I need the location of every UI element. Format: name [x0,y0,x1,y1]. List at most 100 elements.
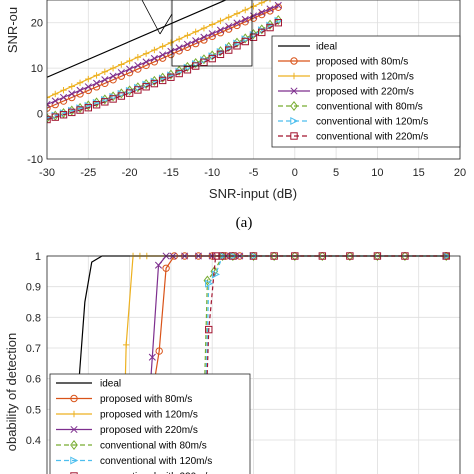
data-point [233,21,241,30]
data-point [401,252,409,262]
data-point [442,252,451,262]
data-point [47,115,51,124]
data-point [47,100,51,109]
data-point [109,64,117,72]
legend-marker [290,87,298,95]
chart-a-yticks: -10 0 10 20 [27,18,43,166]
data-point [68,83,75,90]
data-point [126,65,134,73]
legend-marker [290,72,298,80]
legend-marker [70,472,78,474]
chart-b-ylabel: obability of detection [4,333,19,452]
x-tick-label: -10 [204,167,220,179]
legend-marker [70,439,78,451]
legend-marker [70,456,79,465]
data-point [117,69,125,77]
data-point [183,40,191,48]
y-tick-label: 0.6 [26,374,41,386]
data-point [167,47,175,55]
data-point [76,106,84,114]
data-point [175,69,183,78]
data-point [60,87,67,94]
data-point [154,261,163,269]
y-tick-label: 0.4 [26,435,41,447]
data-point [117,88,126,99]
data-point [118,61,125,68]
chart-b-legend: ideal proposed with 80m/s proposed with 12… [49,373,251,474]
chart-a: -10 0 10 20 -30 -25 -20 -15 -10 -5 0 5 10 15 20 SNR-o… [5,0,466,201]
y-tick-label: 0.7 [26,343,41,355]
legend-label: proposed with 120m/s [316,72,414,83]
zoom-pointer-line [159,13,173,35]
data-point [229,252,237,262]
data-point [290,252,299,262]
data-point [109,95,117,103]
chart-b-yticks: 1 0.9 0.8 0.7 0.6 0.5 0.4 [26,251,41,447]
data-point [241,18,249,26]
data-point [208,30,216,38]
legend-label: proposed with 80m/s [316,57,408,68]
caption-a: (a) [236,215,253,231]
data-point [59,93,68,101]
data-point [159,51,167,59]
chart-a-legend: ideal proposed with 80m/s proposed with 12… [271,35,461,148]
data-point [183,66,192,74]
data-point [142,83,150,91]
data-point [241,15,249,23]
chart-a-ylabel: SNR-ou [5,7,20,53]
legend-label: conventional with 120m/s [100,456,212,467]
data-point [84,83,92,91]
data-point [258,8,266,16]
legend-marker [290,57,298,65]
data-point [192,28,199,35]
legend-label: ideal [316,42,337,53]
data-point [93,72,100,79]
x-tick-label: 10 [371,167,383,179]
data-point [47,104,51,112]
data-point [270,252,278,262]
data-point [151,46,158,54]
legend-marker [70,410,78,418]
data-point [76,86,84,94]
data-point [47,94,51,101]
data-point [93,79,101,87]
y-tick-label: 0.9 [26,282,41,294]
data-point [200,24,208,32]
y-tick-label: 0.8 [26,312,41,324]
data-point [258,0,265,6]
data-point [274,1,282,10]
y-tick-label: 0.5 [26,404,41,416]
data-point [269,0,271,3]
series-line-1 [47,6,279,109]
data-point [76,79,84,86]
series-line-0 [47,0,228,78]
data-point [205,325,213,334]
y-tick-label: 20 [31,18,43,30]
data-point [192,37,200,45]
data-point [225,14,232,21]
data-point [68,108,76,117]
series-line-5 [47,20,279,119]
data-point [233,10,241,17]
data-point [142,79,150,90]
data-point [225,22,233,31]
y-tick-label: 0 [37,109,43,121]
data-point [162,264,170,272]
data-point [211,270,220,279]
data-point [109,91,117,102]
data-point [134,86,142,94]
legend-marker [290,100,298,112]
x-tick-label: 15 [413,167,425,179]
data-point [274,19,282,27]
data-point [225,46,233,54]
data-point [59,111,68,119]
data-point [233,42,241,50]
chart-b: 1 0.9 0.8 0.7 0.6 0.5 0.4 obability of detecti… [4,251,461,474]
data-point [126,57,133,65]
data-point [122,341,130,349]
legend-marker [70,425,78,434]
data-point [142,50,150,57]
data-point [216,26,225,34]
data-point [150,54,158,62]
x-tick-label: -25 [80,167,96,179]
